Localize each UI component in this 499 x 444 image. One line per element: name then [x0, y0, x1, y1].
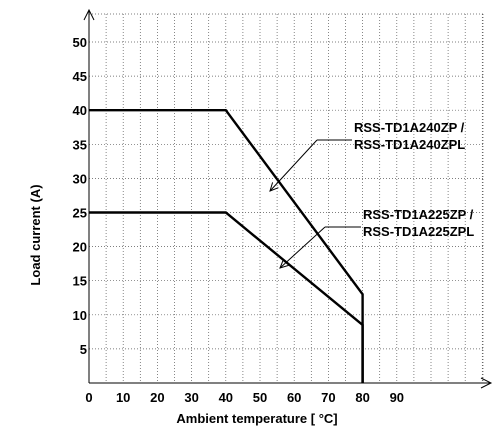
x-tick-label: 20: [150, 390, 164, 405]
annotation-pointer-1: [269, 139, 318, 192]
x-tick-label: 40: [219, 390, 233, 405]
x-tick-label: 50: [253, 390, 267, 405]
y-tick-label: 20: [73, 240, 87, 255]
x-axis-arrow: [480, 377, 493, 389]
y-tick-label: 40: [73, 103, 87, 118]
tick-labels: 0 10 20 30 40 50 60 70 80 90 5 10 15 20 25 30 35 40 45 50: [73, 35, 405, 405]
axes: [83, 8, 493, 389]
annotation-label-1-line-2: RSS-TD1A240ZPL: [354, 137, 465, 152]
y-tick-label: 10: [73, 308, 87, 323]
annotation-arrowhead-2: [279, 259, 289, 269]
y-tick-label: 30: [73, 171, 87, 186]
x-tick-label: 10: [116, 390, 130, 405]
x-tick-label: 30: [184, 390, 198, 405]
y-tick-label: 35: [73, 137, 87, 152]
series: [89, 109, 364, 383]
y-tick-label: 50: [73, 35, 87, 50]
annotation-arrowhead-1: [269, 182, 279, 192]
x-tick-label: 90: [390, 390, 404, 405]
x-tick-label: 0: [85, 390, 92, 405]
series-line-2: [89, 211, 364, 383]
y-tick-label: 45: [73, 69, 87, 84]
series-line-1: [89, 109, 364, 383]
y-tick-label: 15: [73, 274, 87, 289]
grid: [89, 13, 484, 383]
y-axis-label: Load current (A): [28, 184, 43, 285]
x-tick-label: 80: [355, 390, 369, 405]
y-tick-label: 25: [73, 206, 87, 221]
y-tick-label: 5: [80, 342, 87, 357]
annotation-label-1-line-1: RSS-TD1A240ZP /: [354, 120, 465, 135]
annotations: RSS-TD1A240ZP / RSS-TD1A240ZPL RSS-TD1A225…: [269, 120, 474, 269]
annotation-label-2-line-1: RSS-TD1A225ZP /: [363, 207, 474, 222]
x-axis-label: Ambient temperature [ °C]: [176, 411, 337, 426]
x-tick-label: 60: [287, 390, 301, 405]
y-axis-arrow: [83, 8, 95, 21]
x-tick-label: 70: [321, 390, 335, 405]
annotation-label-2-line-2: RSS-TD1A225ZPL: [363, 224, 474, 239]
annotation-pointer-2: [279, 226, 326, 269]
